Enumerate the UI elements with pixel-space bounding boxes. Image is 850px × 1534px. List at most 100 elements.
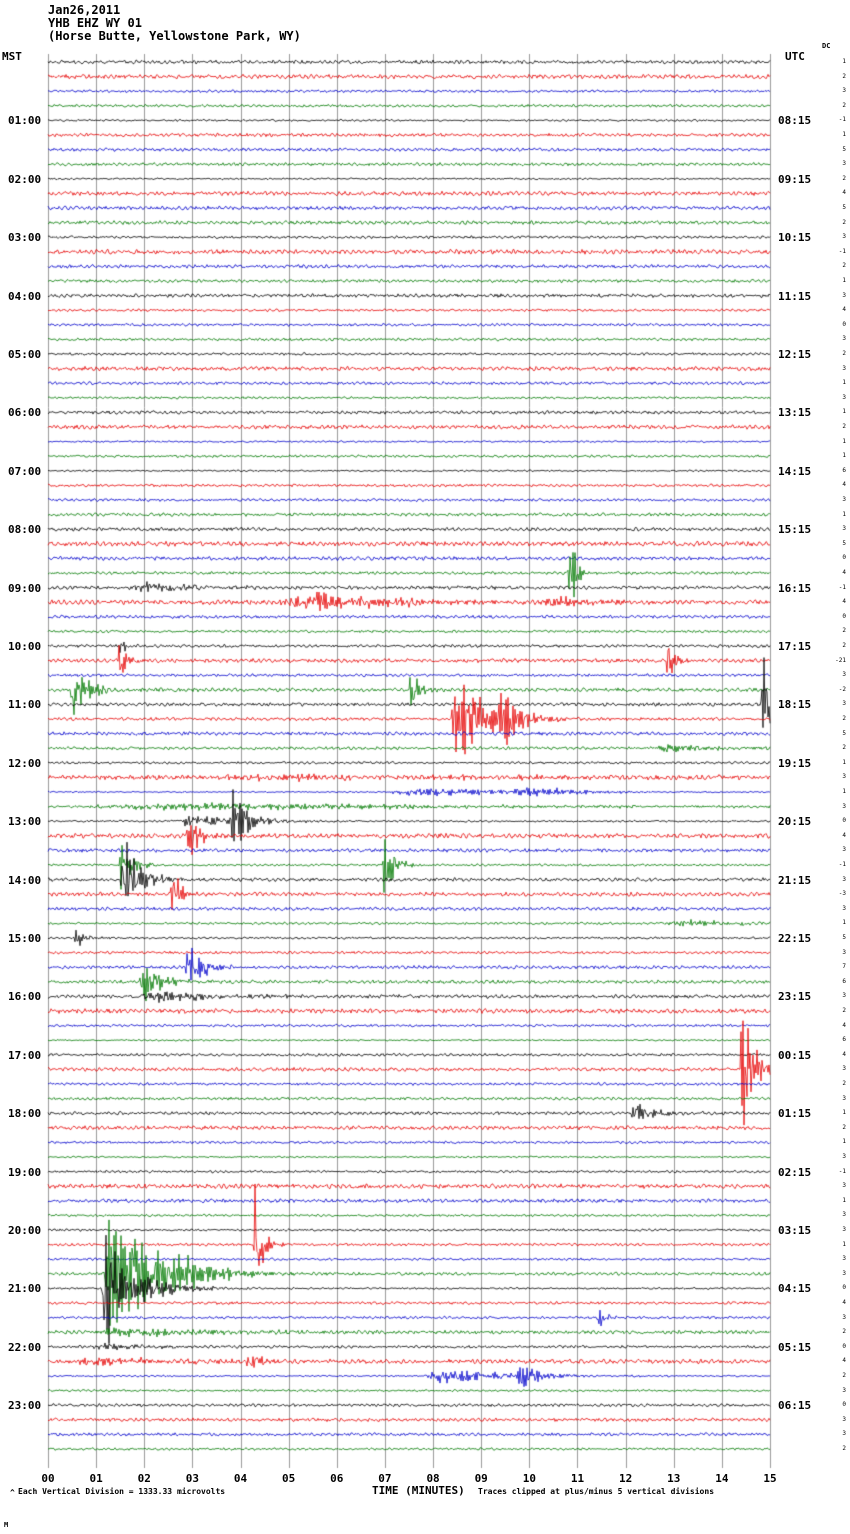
dc-value: 2 [842,1445,846,1452]
dc-value: 4 [842,1050,846,1058]
time-axis-title: TIME (MINUTES) [372,1484,465,1497]
utc-time-label: 15:15 [778,523,812,537]
dc-value: 3 [842,1430,846,1438]
dc-value: 1 [842,131,846,138]
utc-time-label: 16:15 [778,581,812,595]
dc-value: 2 [842,218,846,226]
dc-value: 3 [842,773,846,781]
dc-value: 0 [842,1342,846,1350]
dc-value: 4 [842,1357,846,1365]
minute-label: 12 [618,1472,633,1485]
utc-time-label: 10:15 [778,231,812,245]
dc-value: 3 [842,335,846,343]
minute-label: 10 [522,1472,536,1485]
minute-label: 02 [137,1472,151,1485]
dc-value: 0 [842,817,846,825]
dc-value: 3 [842,1255,846,1263]
dc-value: 2 [842,715,846,722]
utc-time-label: 09:15 [778,172,812,186]
dc-value: 3 [842,1065,846,1073]
station-label: YHB EHZ WY 01 [48,16,142,30]
mst-time-label: 13:00 [8,815,42,829]
mst-time-label: 19:00 [8,1165,42,1179]
dc-value: 1 [842,1138,846,1146]
dc-value: 3 [842,364,846,372]
dc-value: 1 [842,58,846,65]
dc-value: 1 [842,1240,846,1248]
dc-value: 2 [842,350,846,357]
dc-value: 0 [842,1284,846,1292]
mst-time-label: 02:00 [8,172,42,186]
dc-value: 5 [842,145,846,153]
dc-value: 3 [842,496,846,503]
minute-label: 09 [474,1472,488,1485]
corner-mark: M [4,1521,9,1529]
dc-value: -2 [838,685,846,693]
minute-label: 14 [715,1472,729,1485]
utc-time-label: 20:15 [778,815,812,829]
dc-value: 3 [842,233,846,241]
minute-label: 13 [667,1472,681,1485]
dc-value: 2 [842,1007,846,1014]
dc-value: 5 [842,934,846,941]
scale-divider-mark: ^ [10,1488,15,1497]
dc-value: 3 [842,1415,846,1423]
mst-time-label: 01:00 [8,114,42,128]
dc-value: 5 [842,729,846,737]
utc-time-label: 14:15 [778,464,812,478]
dc-value: 5 [842,539,846,547]
utc-time-label: 06:15 [778,1399,812,1413]
dc-value: 3 [842,700,846,708]
clip-note: Traces clipped at plus/minus 5 vertical … [478,1487,715,1496]
dc-value: 3 [842,1313,846,1321]
dc-value: 2 [842,1123,846,1131]
utc-time-label: 21:15 [778,873,812,887]
dc-value: 3 [842,393,846,401]
dc-value: 2 [842,174,846,182]
mst-time-label: 12:00 [8,756,42,770]
utc-time-label: 02:15 [778,1165,812,1179]
dc-value: 3 [842,1211,846,1219]
mst-time-label: 10:00 [8,640,42,653]
dc-value: 5 [842,204,846,211]
dc-value: 3 [842,802,846,810]
mst-time-label: 14:00 [8,873,42,887]
dc-value: 3 [842,525,846,533]
dc-value: 3 [842,1153,846,1160]
title-block: Jan26,2011 YHB EHZ WY 01 (Horse Butte, Y… [48,4,301,43]
utc-time-label: 17:15 [778,640,812,653]
dc-value: 1 [842,1109,846,1117]
dc-value: 2 [842,1372,846,1379]
mst-time-label: 11:00 [8,698,42,712]
utc-time-label: 22:15 [778,932,812,945]
dc-value: 6 [842,977,846,985]
dc-value: 4 [842,481,846,489]
dc-value: 3 [842,1182,846,1190]
location-label: (Horse Butte, Yellowstone Park, WY) [48,29,301,43]
mst-time-label: 07:00 [8,464,42,478]
date-label: Jan26,2011 [48,3,121,17]
mst-time-label: 21:00 [8,1282,42,1296]
minute-label: 07 [378,1472,392,1485]
dc-value: 3 [842,992,846,1000]
dc-value: 4 [842,189,846,197]
utc-time-label: 13:15 [778,406,812,420]
dc-value: 3 [842,1094,846,1102]
scale-note: Each Vertical Division = 1333.33 microvo… [18,1487,226,1496]
dc-value: 0 [842,554,846,562]
mst-time-label: 18:00 [8,1107,42,1121]
dc-value: -1 [838,1167,846,1175]
utc-axis-label: UTC [785,50,805,63]
dc-value: 2 [842,627,846,635]
mst-time-label: 16:00 [8,990,42,1004]
dc-value: 0 [842,612,846,620]
dc-value: 1 [842,452,846,460]
minute-label: 05 [282,1472,296,1485]
dc-value: -1 [838,116,846,124]
dc-value: 4 [842,831,846,839]
utc-time-label: 19:15 [778,756,812,770]
dc-value: 1 [842,788,846,795]
dc-value: 3 [842,1269,846,1277]
